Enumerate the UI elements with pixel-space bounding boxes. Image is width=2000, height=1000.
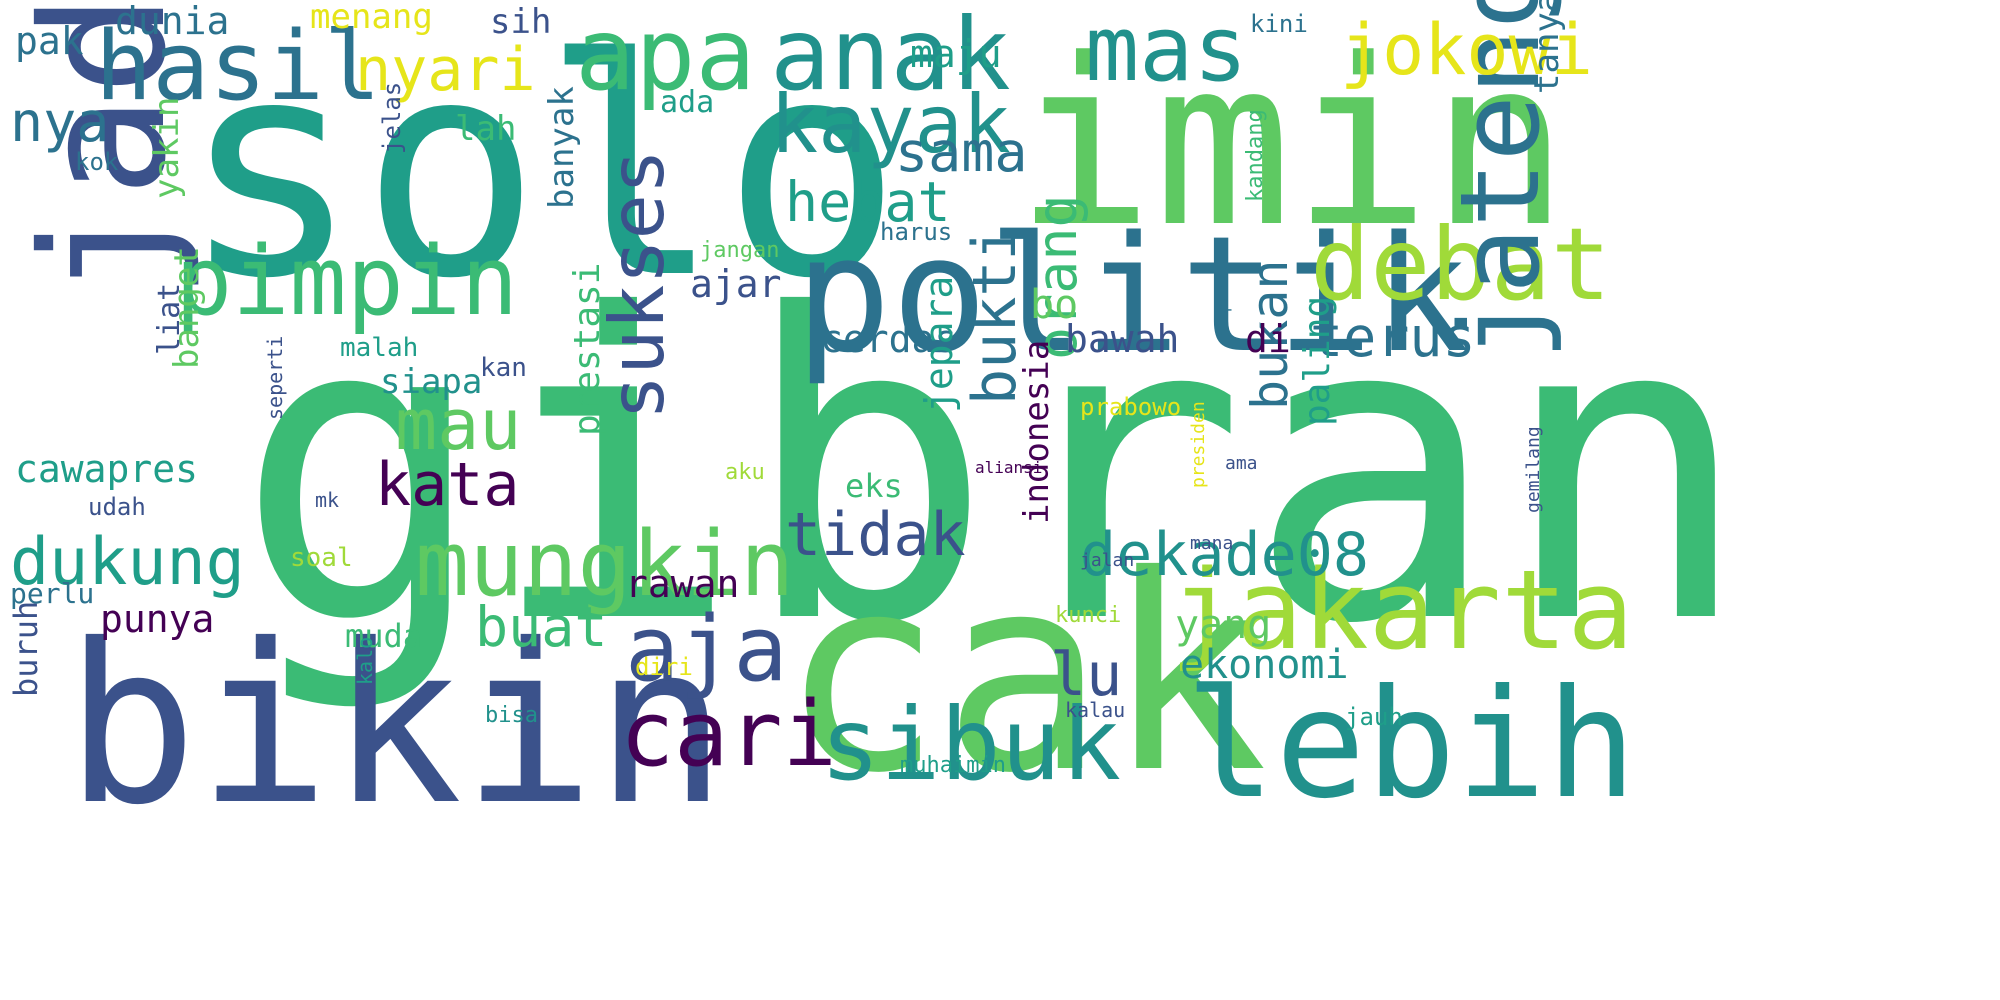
word-cak: cak <box>780 517 1268 832</box>
word-seperti: seperti <box>263 335 287 420</box>
word-ama: ama <box>1225 453 1258 474</box>
word-jelas: jelas <box>378 81 406 154</box>
word-kan: kan <box>480 353 527 383</box>
word-hasil: hasil <box>95 12 381 122</box>
word-yakin: yakin <box>147 96 187 199</box>
word-siapa: siapa <box>380 362 483 402</box>
word-nyari: nyari <box>355 35 536 105</box>
word-lu: lu <box>1050 640 1123 710</box>
word-kata: kata <box>375 450 520 520</box>
word-kunci: kunci <box>1055 603 1122 628</box>
word-ajar: ajar <box>690 262 782 306</box>
word-lah: lah <box>455 109 517 149</box>
word-kalau: kalau <box>1065 698 1126 722</box>
word-buat: buat <box>475 595 608 659</box>
word-kayak: kayak <box>770 78 1011 171</box>
word-ekonomi: ekonomi <box>1180 642 1349 688</box>
word-kok: kok <box>75 148 119 176</box>
word-mau: mau <box>395 384 522 466</box>
word-kandang: kandang <box>1243 109 1268 202</box>
word-harus: harus <box>880 218 953 246</box>
word-apa: apa <box>575 0 756 113</box>
word-pak: pak <box>15 19 84 63</box>
word-aja: aja <box>625 597 788 702</box>
word-cari: cari <box>620 682 837 787</box>
word-terus: terus <box>1310 305 1476 369</box>
word-kalo: kalo <box>353 636 377 685</box>
word-indonesia: indonesia <box>1017 339 1057 524</box>
word-bukti: bukti <box>960 224 1030 405</box>
word-punya: punya <box>100 597 215 641</box>
word-liat: liat <box>152 282 187 355</box>
word-pimpin: pimpin <box>175 227 519 337</box>
word-buruh: buruh <box>7 600 45 697</box>
word-hebat: hebat <box>785 170 951 234</box>
word-imin: imin <box>1015 11 1569 278</box>
word-jauh: jauh <box>1345 703 1403 731</box>
word-banyak: banyak <box>542 86 582 209</box>
word-rawan: rawan <box>625 562 740 606</box>
word-jokowi: jokowi <box>1340 9 1593 91</box>
word-cawapres: cawapres <box>15 447 199 491</box>
word-malah: malah <box>340 333 419 363</box>
word-gemilang: gemilang <box>1523 426 1544 513</box>
word-bisa: bisa <box>485 703 538 728</box>
word-sukses: sukses <box>593 149 681 420</box>
word-di: di <box>1245 317 1291 361</box>
word-gibran: gibran <box>235 227 1753 716</box>
word-dukung: dukung <box>10 525 245 600</box>
word-jepara: jepara <box>917 275 961 413</box>
word-paling: paling <box>1297 295 1338 426</box>
word-aliansi: aliansi <box>975 458 1043 477</box>
word-bawah: bawah <box>1065 317 1180 361</box>
word-aku: aku <box>725 460 765 485</box>
word-debat: debat <box>1310 206 1612 323</box>
word-prabowo: prabowo <box>1080 393 1182 421</box>
word-jalan: jalan <box>1080 550 1135 571</box>
word-dekade08: dekade08 <box>1080 520 1369 590</box>
word-udah: udah <box>88 493 146 521</box>
word-nya: nya <box>10 90 110 154</box>
word-perlu: perlu <box>10 577 95 610</box>
word-politik: politik <box>795 201 1470 388</box>
word-maju: maju <box>910 32 1002 76</box>
word-tidak: tidak <box>785 500 966 570</box>
word-solo: solo <box>180 0 903 344</box>
word-cerdas: cerdas <box>820 317 958 361</box>
word-lebih: lebih <box>1185 658 1637 832</box>
word-mas: mas <box>1085 0 1248 102</box>
word-muhaimin: muhaimin <box>900 753 1006 778</box>
word-mk: mk <box>315 488 340 512</box>
word-ada: ada <box>660 85 715 120</box>
word-soal: soal <box>290 543 353 573</box>
word-jangan: jangan <box>700 238 780 263</box>
word-yang: yang <box>1175 602 1272 648</box>
word-sibuk: sibuk <box>820 686 1122 803</box>
word-sama: sama <box>895 120 1028 184</box>
word-mungkin: mungkin <box>415 512 795 617</box>
word-mana: mana <box>1190 533 1234 554</box>
word-tanya: tanya <box>1527 0 1567 94</box>
word-prestasi: prestasi <box>567 262 608 436</box>
word-nampaknya: nampaknya <box>1213 254 1232 341</box>
word-menang: menang <box>310 0 433 37</box>
word-dunia: dunia <box>115 0 230 43</box>
word-bo: bo <box>1030 282 1079 328</box>
word-presiden: presiden <box>1188 401 1209 488</box>
word-jakarta: jakarta <box>1170 546 1634 674</box>
word-sih: sih <box>490 2 552 42</box>
word-eks: eks <box>845 467 903 505</box>
word-muda: muda <box>345 617 423 655</box>
word-kini: kini <box>1250 10 1308 38</box>
word-diri: diri <box>635 653 693 681</box>
word-bikin: bikin <box>65 597 728 853</box>
word-anak: anak <box>770 0 1011 113</box>
